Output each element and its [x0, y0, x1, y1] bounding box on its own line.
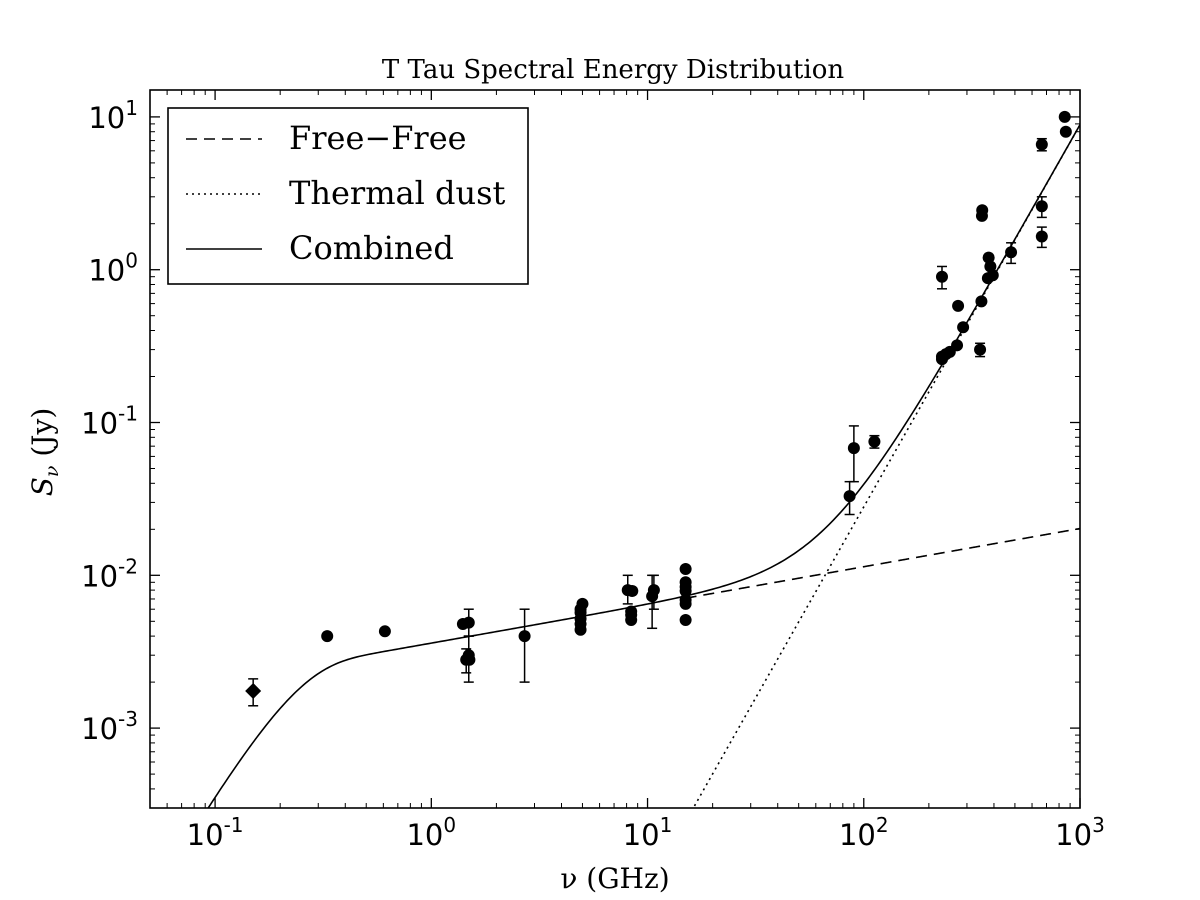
data-marker [576, 597, 589, 610]
data-marker [975, 295, 988, 308]
x-tick-label: 103 [1055, 813, 1105, 852]
diamond-point [245, 678, 262, 707]
data-point [625, 605, 638, 618]
x-tick-label: 100 [406, 813, 456, 852]
data-point [679, 562, 692, 575]
data-point [647, 574, 660, 610]
data-point [463, 653, 476, 666]
data-marker [952, 299, 965, 312]
x-axis-label: ν (GHz) [560, 862, 669, 895]
data-point [378, 625, 391, 638]
y-tick-label: 10-1 [81, 402, 138, 441]
y-axis-label-symbol: S [26, 477, 59, 496]
data-point [975, 295, 988, 308]
data-point [1035, 226, 1048, 249]
data-marker [1058, 110, 1071, 123]
data-marker [321, 630, 334, 643]
plot-frame [149, 89, 1081, 809]
legend-label-free-free: Free−Free [289, 119, 467, 157]
data-point [1058, 110, 1071, 123]
axis-ticks: 10-1 100 101 102 103 10-3 10-2 10-1 100 101 [81, 90, 1105, 852]
data-points [245, 110, 1072, 707]
data-marker [951, 339, 964, 352]
free-free-curve [685, 527, 1080, 599]
y-axis-label: Sν (Jy) [26, 408, 63, 497]
legend-label-thermal-dust: Thermal dust [289, 174, 506, 212]
data-marker [679, 562, 692, 575]
data-marker [463, 653, 476, 666]
data-marker [679, 576, 692, 589]
data-point [626, 584, 639, 597]
data-point [1035, 196, 1048, 219]
data-marker [378, 625, 391, 638]
data-marker [847, 442, 860, 455]
data-point [935, 265, 948, 290]
y-tick-label: 10-3 [81, 707, 138, 746]
legend-box [167, 107, 529, 285]
data-point [1035, 137, 1048, 152]
data-marker [626, 584, 639, 597]
x-tick-label: 102 [839, 813, 889, 852]
data-point [952, 299, 965, 312]
data-marker [868, 435, 881, 448]
y-axis-label-subscript: ν [41, 465, 63, 477]
data-point [974, 342, 987, 358]
data-point [518, 608, 531, 683]
data-marker [1035, 138, 1048, 151]
data-point [1059, 125, 1072, 138]
model-curves [207, 124, 1080, 808]
data-point [679, 593, 692, 606]
data-marker [679, 593, 692, 606]
chart-title: T Tau Spectral Energy Distribution [382, 55, 844, 85]
data-marker [957, 321, 970, 334]
y-axis-label-unit: (Jy) [26, 408, 59, 466]
x-tick-label: 10-1 [187, 813, 244, 852]
data-marker [679, 613, 692, 626]
data-marker [1059, 125, 1072, 138]
data-point [679, 613, 692, 626]
data-marker [647, 584, 660, 597]
y-tick-label: 101 [88, 96, 138, 135]
data-point [462, 608, 475, 637]
y-tick-label: 10-2 [81, 554, 138, 593]
data-point [868, 434, 881, 449]
data-marker [518, 630, 531, 643]
data-marker [1035, 200, 1048, 213]
combined-curve [207, 124, 1080, 808]
data-point [976, 204, 989, 217]
data-marker [843, 490, 856, 503]
legend: Free−Free Thermal dust Combined [167, 107, 529, 285]
data-point [321, 630, 334, 643]
data-point [986, 269, 999, 282]
data-marker [986, 269, 999, 282]
data-point [951, 339, 964, 352]
data-marker [1035, 230, 1048, 243]
data-point [843, 480, 856, 516]
data-marker [462, 616, 475, 629]
y-tick-label: 100 [88, 249, 138, 288]
data-point [957, 321, 970, 334]
x-tick-label: 101 [623, 813, 673, 852]
data-point [847, 425, 860, 483]
data-marker [625, 605, 638, 618]
diamond-marker [245, 682, 262, 699]
data-point [1005, 242, 1018, 265]
data-point [679, 576, 692, 589]
data-marker [974, 343, 987, 356]
legend-label-combined: Combined [289, 229, 454, 267]
data-marker [1005, 246, 1018, 259]
data-marker [976, 204, 989, 217]
data-point [576, 597, 589, 610]
data-marker [935, 270, 948, 283]
